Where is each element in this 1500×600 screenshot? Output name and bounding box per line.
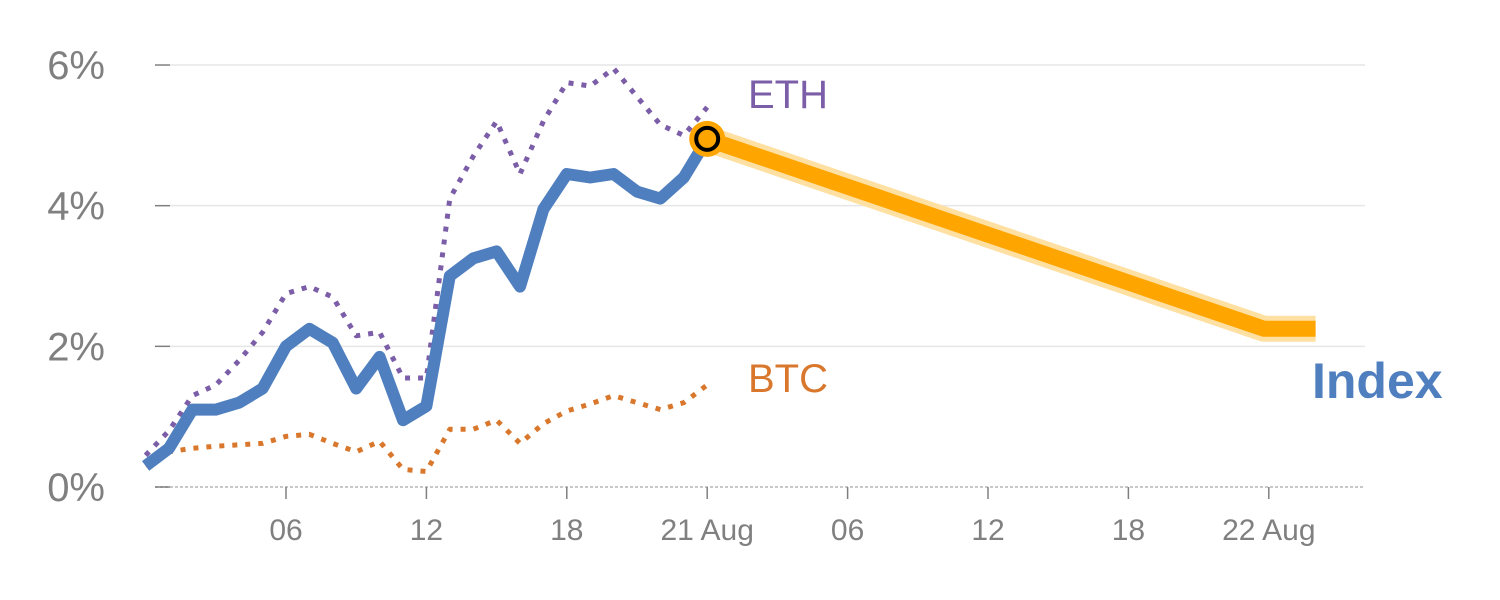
- marker-inner: [694, 125, 721, 152]
- grid-lines: [155, 64, 1365, 488]
- x-tick-label: 18: [1112, 514, 1145, 547]
- x-tick-label: 21 Aug: [660, 514, 753, 547]
- x-axis: 06 12 18 21 Aug 06 12 18 22 Aug: [269, 487, 1316, 547]
- series-lines: [141, 66, 1316, 474]
- current-point-marker: [689, 120, 726, 157]
- y-tick-label: 2%: [47, 325, 105, 369]
- series-label-index: Index: [1312, 353, 1443, 409]
- y-axis: 0% 2% 4% 6%: [47, 44, 170, 510]
- y-tick-label: 0%: [47, 466, 105, 510]
- series-label-btc: BTC: [748, 357, 828, 401]
- y-tick-label: 4%: [47, 185, 105, 229]
- x-tick-label: 18: [550, 514, 583, 547]
- x-tick-label: 12: [410, 514, 443, 547]
- x-tick-label: 06: [269, 514, 302, 547]
- x-tick-label: 22 Aug: [1222, 514, 1315, 547]
- x-tick-label: 12: [971, 514, 1004, 547]
- series-line-index: [141, 135, 713, 471]
- y-tick-label: 6%: [47, 44, 105, 88]
- series-label-eth: ETH: [748, 73, 828, 117]
- forecast-line: [704, 131, 1316, 337]
- x-tick-label: 06: [831, 514, 864, 547]
